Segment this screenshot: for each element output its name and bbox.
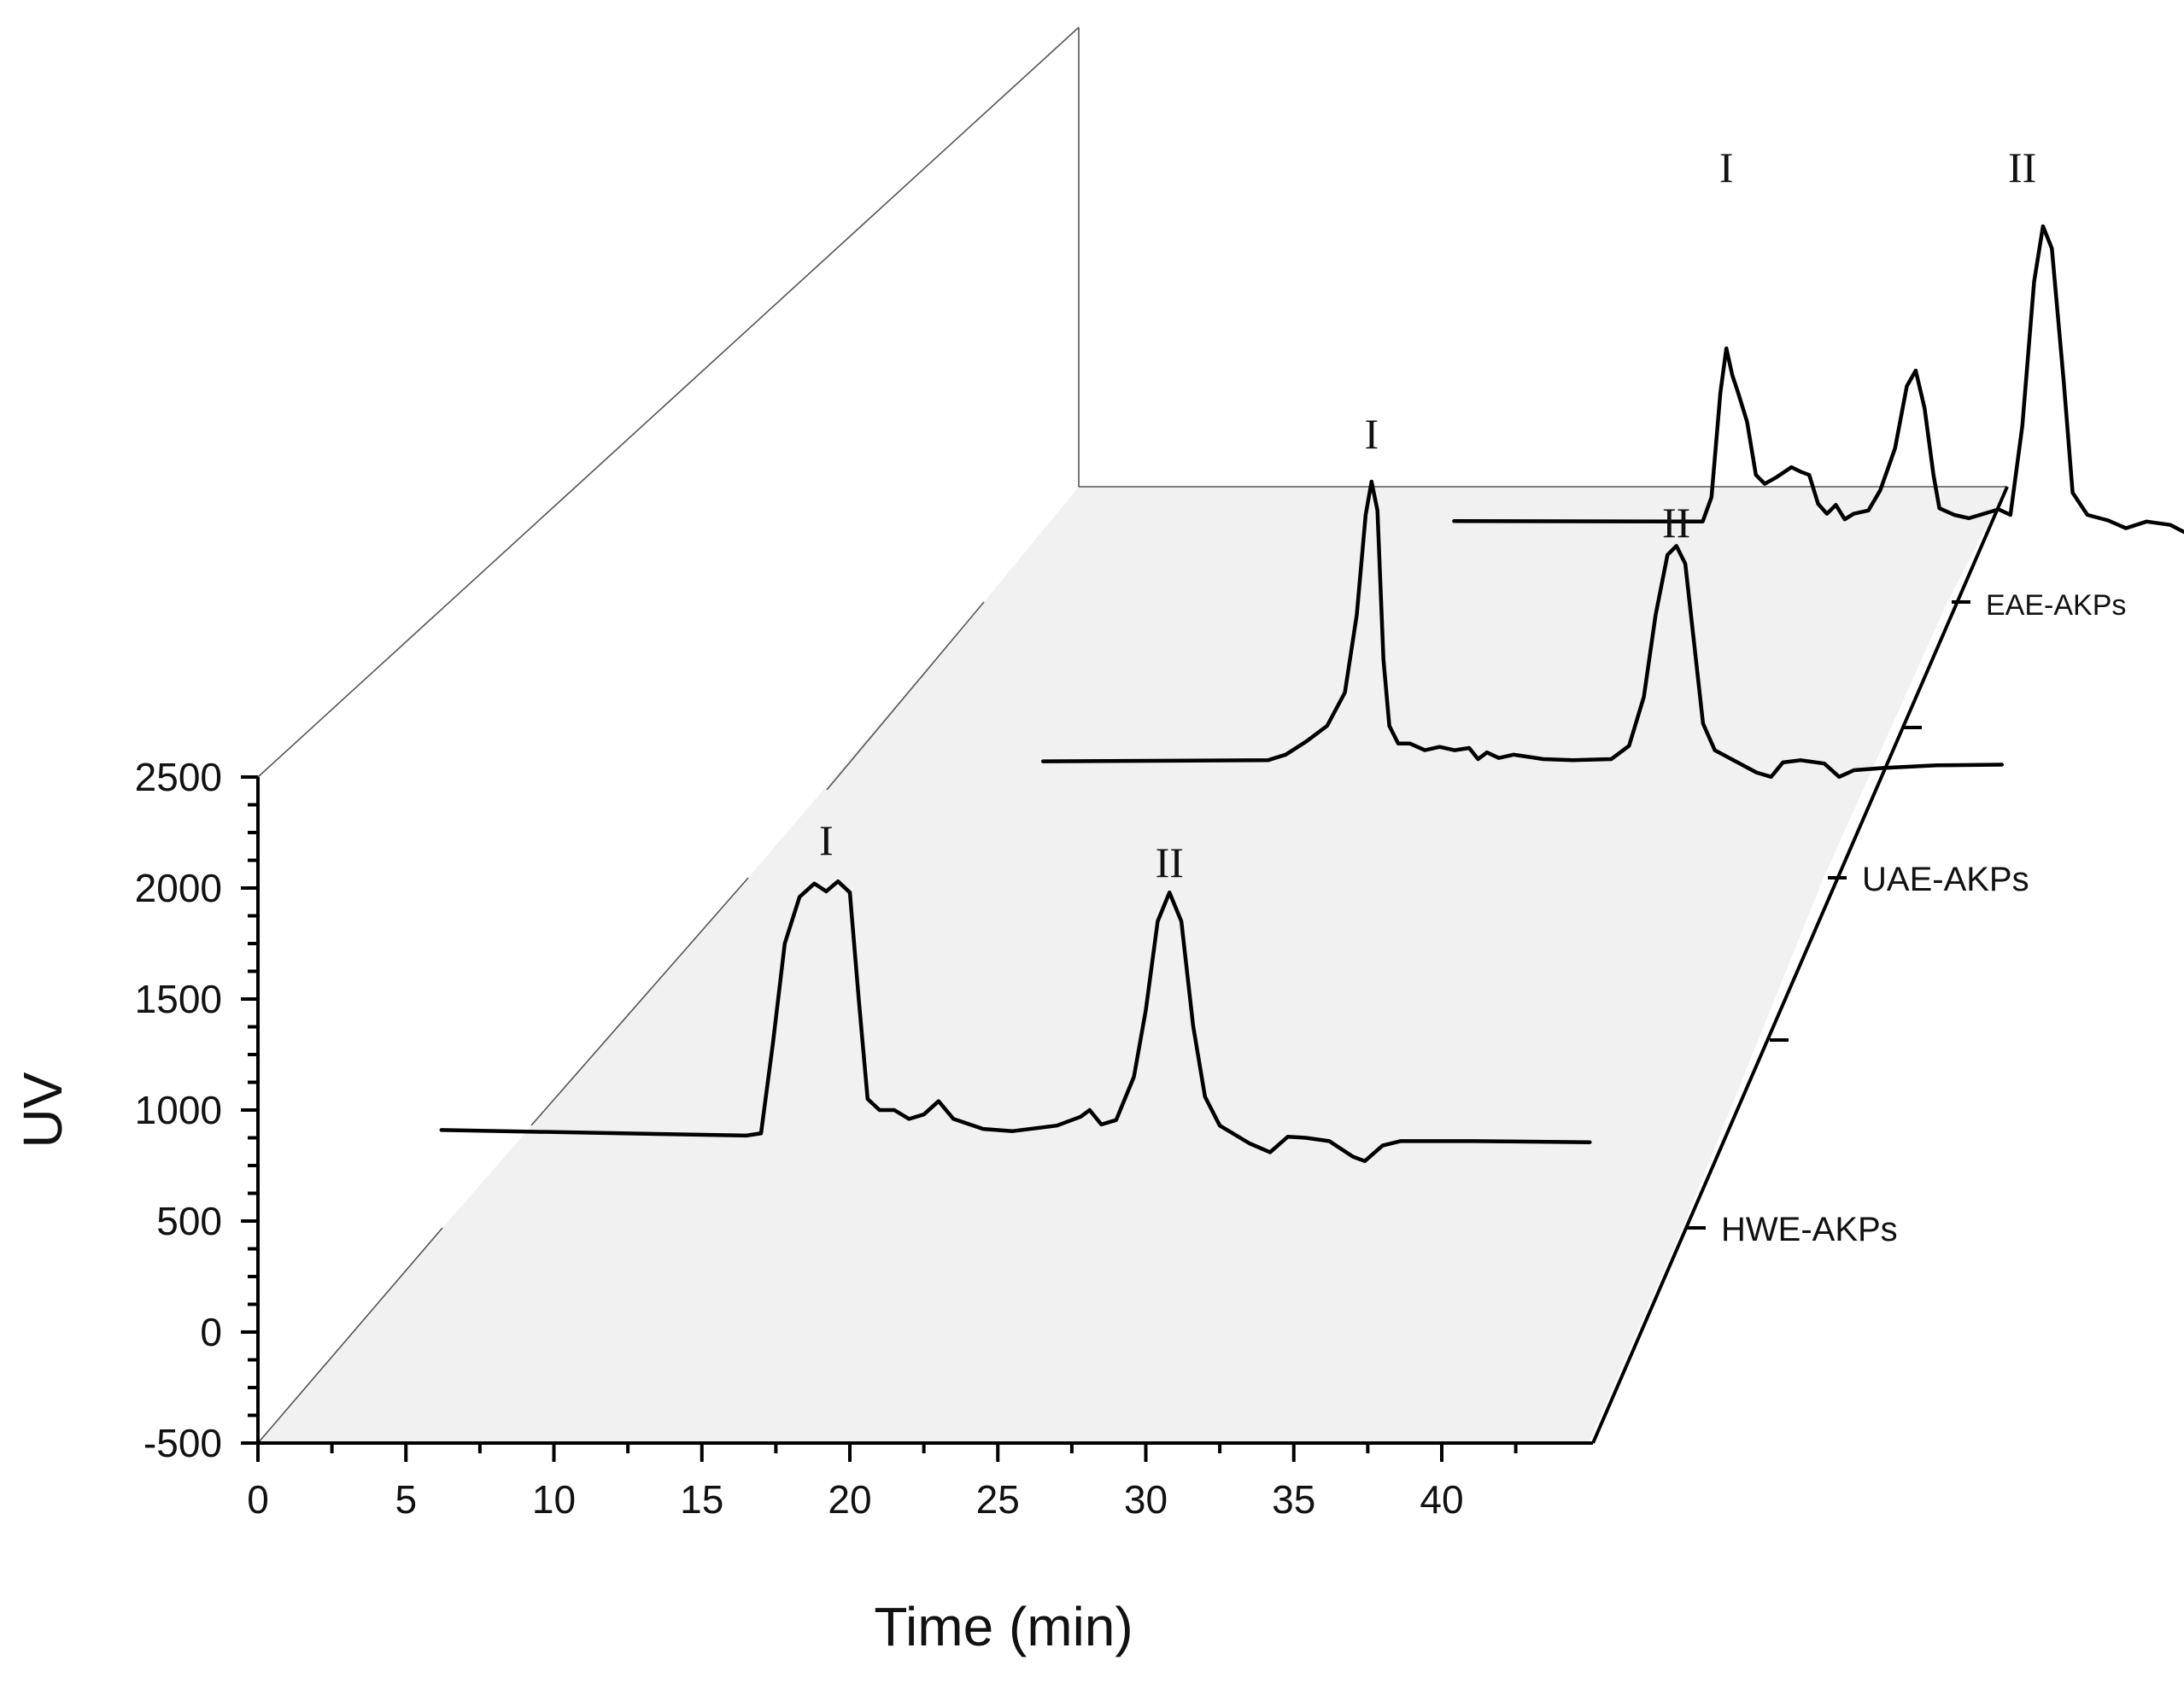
depth-planes [257,487,2007,1444]
y-tick-label: 500 [156,1199,222,1243]
depth-plane-1 [442,878,1824,1228]
plane-edge-0 [257,1227,443,1444]
plane-edge-2 [826,601,985,791]
x-tick-label: 35 [1272,1477,1315,1522]
x-tick-label: 30 [1124,1477,1168,1522]
depth-plane-2 [748,602,1947,878]
trace-eae-akps [1452,224,2184,535]
x-tick-label: 15 [680,1477,723,1522]
peak-label-eae-akps-1: II [2008,143,2036,191]
y-tick-label: 2500 [135,755,222,799]
y-tick-label: 1500 [135,977,222,1021]
axes: -500 0 500 1000 1500 2000 2500 0 5 10 15 20 25 30 35 40… [135,486,2126,1522]
x-tick-label: 0 [247,1477,269,1522]
series-layer [439,224,2184,1164]
depth-plane-0 [258,1228,1683,1443]
top-depth-edge [257,26,1080,778]
x-axis-title: Time (min) [874,1596,1133,1657]
depth-plane-3 [984,487,2007,602]
depth-axis-line [1591,486,2009,1444]
peak-label-eae-akps-0: I [1719,143,1734,191]
y-tick-label: 1000 [135,1088,222,1132]
series-label-hwe-akps: HWE-AKPs [1721,1211,1898,1248]
peak-label-uae-akps-0: I [1364,410,1379,458]
y-axis-title: UV [12,1072,73,1148]
y-tick-label: 0 [200,1310,222,1354]
series-label-uae-akps: UAE-AKPs [1862,861,2029,898]
x-tick-label: 40 [1420,1477,1463,1522]
x-tick-label: 20 [828,1477,871,1522]
y-tick-label: 2000 [135,866,222,910]
trace-uae-akps [1040,479,2005,780]
x-tick-label: 10 [532,1477,576,1522]
x-tick-label: 25 [976,1477,1020,1522]
series-label-eae-akps: EAE-AKPs [1986,589,2126,622]
trace-hwe-akps [439,879,1592,1164]
y-tick-label: -500 [143,1421,222,1465]
3d-frame [257,26,2007,778]
peak-label-uae-akps-1: II [1662,499,1690,546]
x-tick-label: 5 [395,1477,417,1522]
peak-label-hwe-akps-0: I [819,816,834,864]
plane-edge-1 [530,877,749,1126]
peak-label-hwe-akps-1: II [1156,839,1184,886]
